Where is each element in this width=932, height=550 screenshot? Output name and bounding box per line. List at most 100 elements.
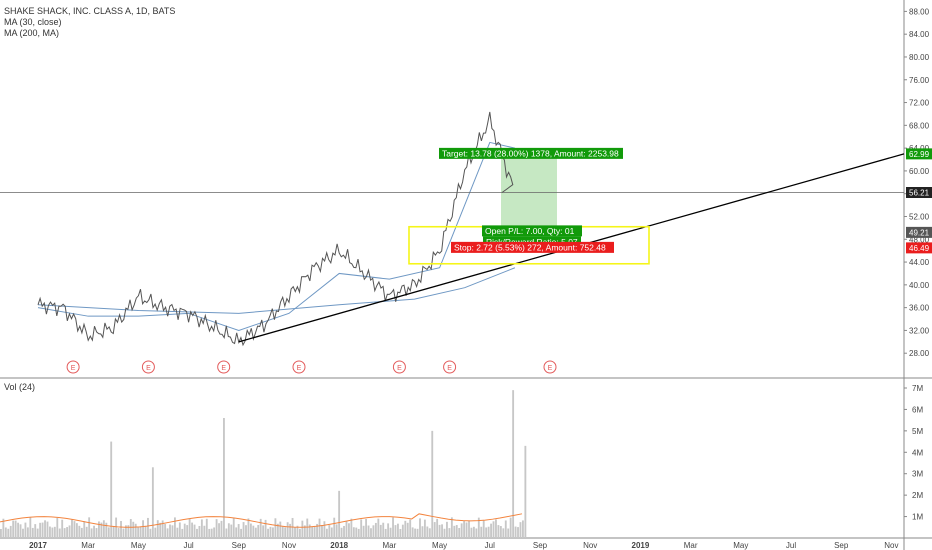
time-tick-label: Jul bbox=[183, 541, 193, 550]
volume-bar bbox=[397, 523, 399, 538]
volume-bar bbox=[100, 522, 103, 538]
volume-bar bbox=[298, 528, 301, 538]
stop-label: Stop: 2.72 (5.53%) 272, Amount: 752.48 bbox=[454, 242, 606, 252]
volume-bar bbox=[129, 519, 132, 538]
volume-bar bbox=[102, 520, 105, 538]
volume-bar bbox=[66, 527, 69, 538]
volume-bar bbox=[316, 523, 318, 538]
symbol-title: SHAKE SHACK, INC. CLASS A, 1D, BATS bbox=[4, 6, 176, 16]
volume-bar bbox=[357, 528, 360, 538]
volume-bar bbox=[259, 518, 262, 538]
time-tick-label: Jul bbox=[786, 541, 796, 550]
volume-bar bbox=[294, 527, 296, 538]
open-pl-label: Open P/L: 7.00, Qty: 01 bbox=[485, 226, 575, 236]
volume-bar bbox=[235, 527, 238, 538]
price-tick-label: 44.00 bbox=[909, 258, 930, 267]
volume-bar bbox=[225, 528, 228, 538]
volume-bar bbox=[276, 523, 279, 538]
volume-bar bbox=[36, 528, 39, 538]
time-tick-label: Sep bbox=[232, 541, 247, 550]
open-pl-label-bg bbox=[482, 225, 582, 237]
volume-bar bbox=[230, 524, 233, 538]
volume-bar bbox=[345, 521, 348, 538]
volume-bar bbox=[137, 527, 140, 538]
volume-bar bbox=[159, 522, 162, 538]
volume-bar bbox=[181, 528, 184, 538]
price-tick-label: 60.00 bbox=[909, 167, 930, 176]
volume-bar bbox=[26, 527, 29, 538]
volume-bar bbox=[112, 526, 115, 538]
volume-bar bbox=[124, 525, 127, 538]
volume-bar bbox=[438, 524, 441, 538]
volume-bar bbox=[470, 527, 473, 538]
price-badge bbox=[906, 242, 932, 254]
volume-bar bbox=[139, 526, 142, 538]
volume-bar bbox=[237, 524, 240, 538]
volume-bar bbox=[269, 526, 272, 538]
volume-bar bbox=[80, 527, 83, 538]
volume-bar bbox=[325, 528, 328, 538]
volume-bar bbox=[29, 517, 32, 538]
volume-bar bbox=[387, 523, 390, 538]
volume-bar bbox=[372, 525, 375, 538]
volume-label: Vol (24) bbox=[4, 382, 36, 392]
volume-bar bbox=[370, 528, 372, 538]
volume-bar bbox=[323, 521, 326, 538]
volume-bar bbox=[220, 520, 223, 538]
volume-bar bbox=[39, 522, 42, 538]
volume-bar bbox=[178, 522, 181, 538]
volume-bar bbox=[311, 526, 314, 538]
volume-bar bbox=[19, 524, 22, 538]
volume-bar bbox=[509, 517, 512, 538]
volume-bar bbox=[41, 522, 44, 538]
volume-bar bbox=[519, 522, 522, 538]
volume-bar bbox=[504, 520, 507, 538]
volume-bar bbox=[360, 519, 363, 538]
price-tick-label: 88.00 bbox=[909, 7, 930, 16]
volume-bar bbox=[90, 528, 93, 538]
price-badge-label: 62.99 bbox=[909, 150, 930, 159]
earnings-marker-label: E bbox=[548, 365, 553, 372]
volume-bar bbox=[12, 520, 15, 538]
volume-bar bbox=[347, 523, 350, 538]
time-tick-label: Mar bbox=[81, 541, 95, 550]
price-badge bbox=[906, 148, 932, 160]
earnings-marker-icon bbox=[543, 360, 557, 374]
price-tick-label: 84.00 bbox=[909, 30, 930, 39]
time-tick-label: Mar bbox=[684, 541, 698, 550]
price-tick-label: 48.00 bbox=[909, 235, 930, 244]
volume-tick-label: 6M bbox=[912, 405, 923, 414]
volume-bar bbox=[279, 521, 282, 538]
volume-bar bbox=[183, 523, 186, 538]
volume-bar bbox=[186, 525, 189, 538]
volume-bar bbox=[409, 519, 412, 538]
volume-bar bbox=[450, 517, 453, 538]
volume-bar bbox=[227, 523, 230, 538]
volume-bar bbox=[154, 527, 157, 538]
volume-bar bbox=[423, 519, 426, 538]
volume-bar bbox=[367, 525, 370, 538]
price-badge-label: 56.21 bbox=[909, 189, 930, 198]
volume-bar bbox=[49, 526, 51, 538]
volume-bar bbox=[490, 523, 492, 538]
price-tick-label: 40.00 bbox=[909, 281, 930, 290]
earnings-marker-label: E bbox=[297, 365, 302, 372]
earnings-marker-icon bbox=[141, 360, 155, 374]
time-tick-label: May bbox=[131, 541, 146, 550]
volume-bar bbox=[105, 522, 108, 538]
price-tick-label: 68.00 bbox=[909, 121, 930, 130]
price-badge-label: 49.21 bbox=[909, 228, 930, 237]
ma30-legend: MA (30, close) bbox=[4, 17, 62, 27]
volume-bar bbox=[31, 527, 34, 538]
volume-bar bbox=[142, 520, 144, 538]
volume-bar bbox=[384, 528, 387, 538]
volume-bar bbox=[240, 528, 243, 538]
volume-bar bbox=[499, 526, 502, 538]
volume-bar bbox=[404, 520, 407, 538]
volume-bar bbox=[392, 517, 394, 538]
volume-bar bbox=[68, 525, 71, 538]
volume-bar bbox=[242, 522, 245, 538]
volume-bar bbox=[254, 527, 257, 538]
volume-bar bbox=[7, 528, 10, 538]
